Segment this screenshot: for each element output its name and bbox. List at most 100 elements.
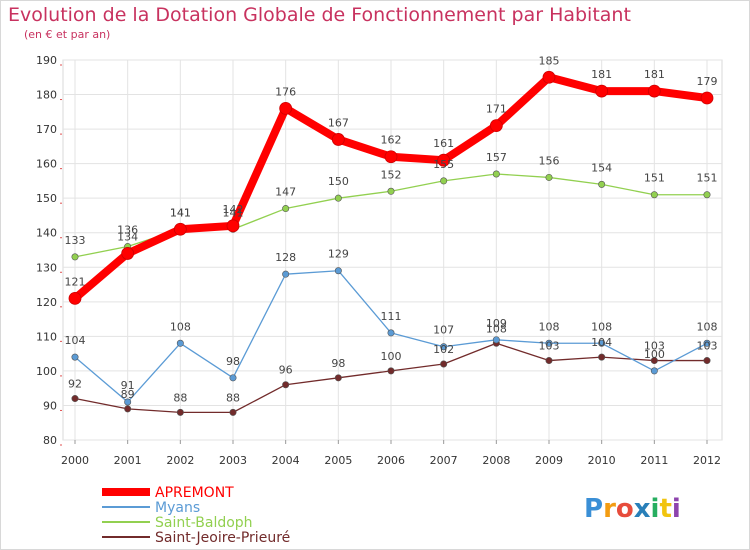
grid-layer (62, 59, 723, 441)
data-label-APREMONT: 181 (591, 68, 612, 81)
data-label-Saint-Baldoph: 150 (328, 175, 349, 188)
data-label-Myans: 128 (275, 251, 296, 264)
data-label-Saint-Jeoire-Prieuré: 100 (381, 350, 402, 363)
data-point-Saint-Jeoire-Prieuré (703, 357, 711, 365)
data-point-Saint-Baldoph (545, 173, 553, 181)
data-label-APREMONT: 171 (486, 103, 507, 116)
data-label-Saint-Baldoph: 152 (381, 168, 402, 181)
data-label-Myans: 98 (226, 355, 240, 368)
data-label-Saint-Baldoph: 151 (644, 172, 665, 185)
data-label-Myans: 100 (644, 348, 665, 361)
legend-label-Saint-Jeoire-Prieuré: Saint-Jeoire-Prieuré (155, 530, 290, 546)
legend-label-Myans: Myans (155, 500, 200, 516)
data-point-Saint-Baldoph (650, 191, 658, 199)
data-point-APREMONT (68, 291, 82, 305)
data-label-APREMONT: 162 (381, 134, 402, 147)
y-tick-label: 130 (36, 261, 57, 274)
logo-letter: i (651, 494, 660, 524)
data-label-Myans: 111 (381, 310, 402, 323)
data-label-Myans: 108 (170, 320, 191, 333)
chart-subtitle: (en € et par an) (24, 28, 110, 41)
data-label-Myans: 107 (433, 324, 454, 337)
data-point-APREMONT (226, 219, 240, 233)
x-tick-label: 2007 (430, 454, 458, 467)
data-label-Saint-Baldoph: 141 (170, 206, 191, 219)
data-label-Myans: 108 (697, 320, 718, 333)
data-point-Saint-Jeoire-Prieuré (71, 395, 79, 403)
y-tick-label: 80 (43, 434, 57, 447)
x-tick-label: 2003 (219, 454, 247, 467)
data-point-Saint-Baldoph (334, 194, 342, 202)
y-tick-label: 120 (36, 296, 57, 309)
data-point-Saint-Jeoire-Prieuré (650, 357, 658, 365)
proxiti-logo-text: Proxiti (584, 494, 681, 524)
data-point-Myans (176, 339, 184, 347)
logo-letter: x (634, 494, 651, 524)
data-label-Saint-Baldoph: 154 (591, 161, 612, 174)
data-point-APREMONT (384, 150, 398, 164)
data-label-Saint-Jeoire-Prieuré: 98 (331, 357, 345, 370)
logo-letter: i (672, 494, 681, 524)
data-point-APREMONT (489, 119, 503, 133)
data-point-Myans (492, 336, 500, 344)
data-point-APREMONT (437, 153, 451, 167)
data-point-Myans (229, 374, 237, 382)
data-point-Myans (440, 343, 448, 351)
data-label-Saint-Jeoire-Prieuré: 102 (433, 343, 454, 356)
x-tick-label: 2012 (693, 454, 721, 467)
x-tick-label: 2004 (272, 454, 300, 467)
data-point-APREMONT (121, 247, 135, 260)
data-label-Saint-Jeoire-Prieuré: 103 (644, 340, 665, 353)
data-label-APREMONT: 141 (170, 206, 191, 219)
data-label-Saint-Baldoph: 136 (117, 224, 138, 237)
data-point-Myans (124, 398, 132, 406)
data-label-Saint-Jeoire-Prieuré: 88 (226, 391, 240, 404)
data-label-Saint-Jeoire-Prieuré: 108 (486, 322, 507, 335)
data-point-Saint-Jeoire-Prieuré (282, 381, 290, 389)
data-label-APREMONT: 176 (275, 85, 296, 98)
data-point-Saint-Jeoire-Prieuré (440, 360, 448, 368)
data-point-APREMONT (279, 101, 293, 115)
data-point-Myans (71, 353, 79, 361)
data-point-Saint-Baldoph (440, 177, 448, 185)
data-label-APREMONT: 185 (539, 54, 560, 67)
data-label-APREMONT: 179 (697, 75, 718, 88)
data-point-Saint-Jeoire-Prieuré (334, 374, 342, 382)
data-point-Saint-Baldoph (598, 180, 606, 188)
y-tick-label: 160 (36, 158, 57, 171)
y-tick-label: 150 (36, 192, 57, 205)
data-point-Saint-Jeoire-Prieuré (176, 408, 184, 416)
x-tick-label: 2006 (377, 454, 405, 467)
data-label-Myans: 108 (591, 320, 612, 333)
y-tick-label: 190 (36, 54, 57, 67)
x-tick-label: 2005 (324, 454, 352, 467)
data-label-Saint-Jeoire-Prieuré: 103 (697, 340, 718, 353)
axis-layer: 80 90 100 110 120 130 140 150 160 170 180 190 2000 20… (36, 54, 721, 467)
data-point-Saint-Jeoire-Prieuré (598, 353, 606, 361)
data-point-APREMONT (542, 70, 556, 84)
data-point-Saint-Jeoire-Prieuré (124, 405, 132, 413)
data-label-Myans: 108 (539, 320, 560, 333)
data-point-Myans (387, 329, 395, 337)
y-tick-label: 180 (36, 89, 57, 102)
x-tick-label: 2001 (114, 454, 142, 467)
x-tick-label: 2002 (166, 454, 194, 467)
data-label-Saint-Jeoire-Prieuré: 96 (279, 364, 293, 377)
x-tick-label: 2011 (640, 454, 668, 467)
data-label-APREMONT: 161 (433, 137, 454, 150)
data-label-Saint-Baldoph: 133 (65, 234, 86, 247)
x-tick-label: 2010 (588, 454, 616, 467)
y-tick-label: 90 (43, 399, 57, 412)
data-label-Saint-Baldoph: 156 (539, 154, 560, 167)
legend: APREMONTMyansSaint-BaldophSaint-Jeoire-P… (102, 485, 290, 546)
plot-area (62, 59, 723, 441)
data-label-APREMONT: 167 (328, 116, 349, 129)
data-point-APREMONT (647, 84, 661, 98)
data-point-Saint-Baldoph (387, 187, 395, 195)
data-label-Saint-Baldoph: 157 (486, 151, 507, 164)
data-label-Myans: 104 (65, 334, 86, 347)
data-label-Saint-Jeoire-Prieuré: 104 (591, 336, 612, 349)
data-point-Myans (545, 339, 553, 347)
data-point-Saint-Baldoph (492, 170, 500, 178)
data-label-Saint-Baldoph: 155 (433, 158, 454, 171)
